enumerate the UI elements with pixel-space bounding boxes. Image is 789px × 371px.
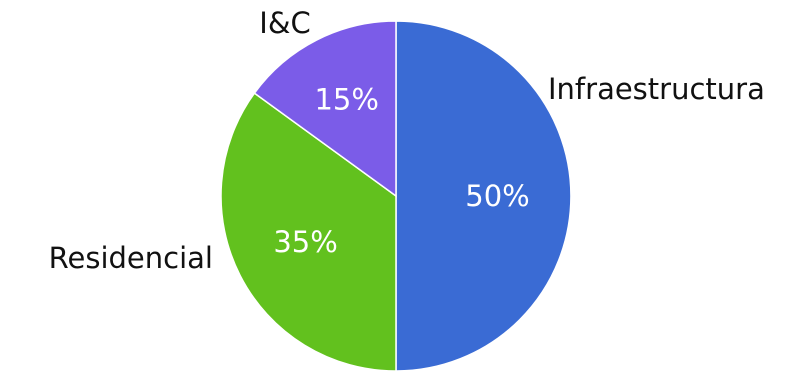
pie-value-label-residencial: 35% xyxy=(273,225,337,259)
pie-category-label-infraestructura: Infraestructura xyxy=(548,72,765,106)
pie-category-label-residencial: Residencial xyxy=(49,241,213,275)
pie-value-label-infraestructura: 50% xyxy=(465,179,529,213)
pie-slices xyxy=(220,20,572,371)
pie-category-labels: Infraestructura Residencial I&C xyxy=(49,6,765,275)
pie-slice-residencial xyxy=(220,92,397,371)
pie-value-label-iandc: 15% xyxy=(314,82,378,116)
pie-slice-infraestructura xyxy=(395,20,572,371)
pie-category-label-iandc: I&C xyxy=(259,6,310,40)
pie-slice-iandc xyxy=(253,20,397,198)
pie-value-labels: 50% 35% 15% xyxy=(273,82,529,259)
